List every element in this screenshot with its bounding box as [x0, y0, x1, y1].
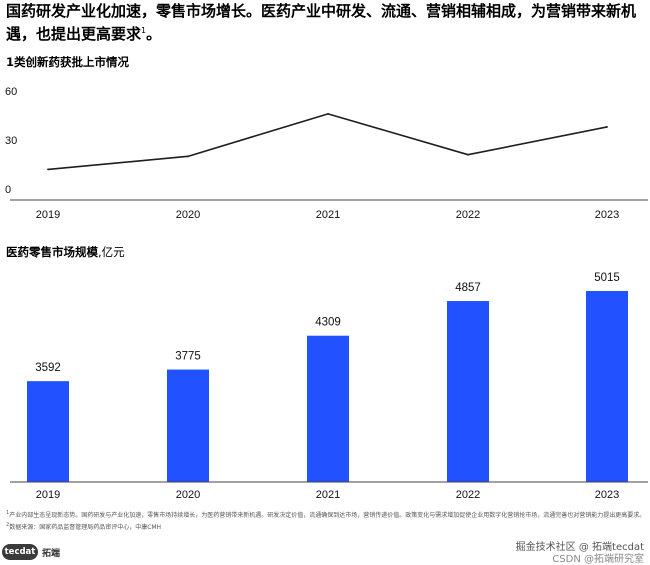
bar-2	[307, 335, 349, 482]
bar-3	[447, 301, 489, 482]
bar-data-label-4: 5015	[594, 272, 620, 284]
watermark-line-1: 掘金技术社区 @ 拓端tecdat	[515, 542, 644, 553]
footnotes: 1产业内部生态呈现新态势。国药研发与产业化加速，零售市场持续增长，为医药营销带来…	[6, 509, 646, 532]
line-point-0	[47, 168, 49, 171]
line-y-tick-label-0: 0	[5, 184, 11, 196]
bar-x-tick-label-4: 2023	[595, 489, 619, 501]
bar-chart: 3592 3775 4309 4857 5015 2019 2020 2021 2022 2023	[10, 272, 648, 501]
line-x-tick-label-4: 2023	[595, 209, 619, 221]
headline-end: 。	[146, 25, 162, 43]
line-x-tick-label-2: 2021	[316, 209, 340, 221]
brand-logo: tecdat	[2, 544, 38, 560]
bar-data-label-3: 4857	[455, 282, 481, 294]
brand-name: 拓端	[42, 548, 61, 559]
bar-1	[167, 369, 209, 482]
bar-4	[586, 291, 628, 482]
headline-footnote-ref: 1	[141, 26, 147, 35]
bar-chart-title-unit: ,亿元	[98, 245, 125, 259]
bar-x-tick-label-0: 2019	[36, 489, 60, 501]
line-chart-title: 1类创新药获批上市情况	[6, 55, 130, 69]
headline: 国药研发产业化加速，零售市场增长。医药产业中研发、流通、营销相辅相成，为营销带来…	[6, 2, 646, 44]
bar-data-label-0: 3592	[35, 362, 61, 374]
line-x-tick-label-1: 2020	[176, 209, 200, 221]
bar-x-tick-label-3: 2022	[456, 489, 480, 501]
line-chart: 0 30 60 2019 2020 2021 2022 2023	[5, 86, 648, 221]
line-point-3	[467, 153, 469, 156]
bar-x-tick-label-2: 2021	[316, 489, 340, 501]
brand: tecdat 拓端	[2, 542, 60, 562]
footnote-2-text: 数据来源：国家药品监督管理局药品审评中心，中康CMH	[9, 523, 162, 531]
bar-0	[27, 381, 69, 482]
line-point-1	[187, 155, 189, 158]
bar-data-label-2: 4309	[315, 317, 341, 329]
line-point-2	[327, 112, 329, 115]
line-x-tick-label-0: 2019	[36, 209, 60, 221]
line-point-4	[606, 126, 608, 128]
bar-chart-title: 医药零售市场规模,亿元	[6, 244, 125, 260]
footnote-1: 1产业内部生态呈现新态势。国药研发与产业化加速，零售市场持续增长，为医药营销带来…	[6, 509, 646, 521]
footnote-1-ref: 1	[6, 510, 10, 516]
bar-data-label-1: 3775	[175, 351, 201, 363]
footnote-1-text: 产业内部生态呈现新态势。国药研发与产业化加速，零售市场持续增长，为医药营销带来新…	[9, 512, 646, 519]
footnote-2: 2数据来源：国家药品监督管理局药品审评中心，中康CMH	[6, 521, 646, 533]
line-series	[47, 113, 608, 171]
line-y-tick-label-2: 60	[5, 86, 17, 98]
headline-text: 国药研发产业化加速，零售市场增长。医药产业中研发、流通、营销相辅相成，为营销带来…	[6, 2, 637, 43]
watermark-line-2: CSDN @拓端研究室	[552, 554, 644, 565]
footnote-2-ref: 2	[6, 521, 10, 528]
bar-x-tick-label-1: 2020	[176, 489, 200, 501]
line-x-tick-label-3: 2022	[456, 209, 480, 221]
bar-chart-title-main: 医药零售市场规模	[6, 245, 98, 259]
line-y-tick-label-1: 30	[5, 135, 17, 147]
